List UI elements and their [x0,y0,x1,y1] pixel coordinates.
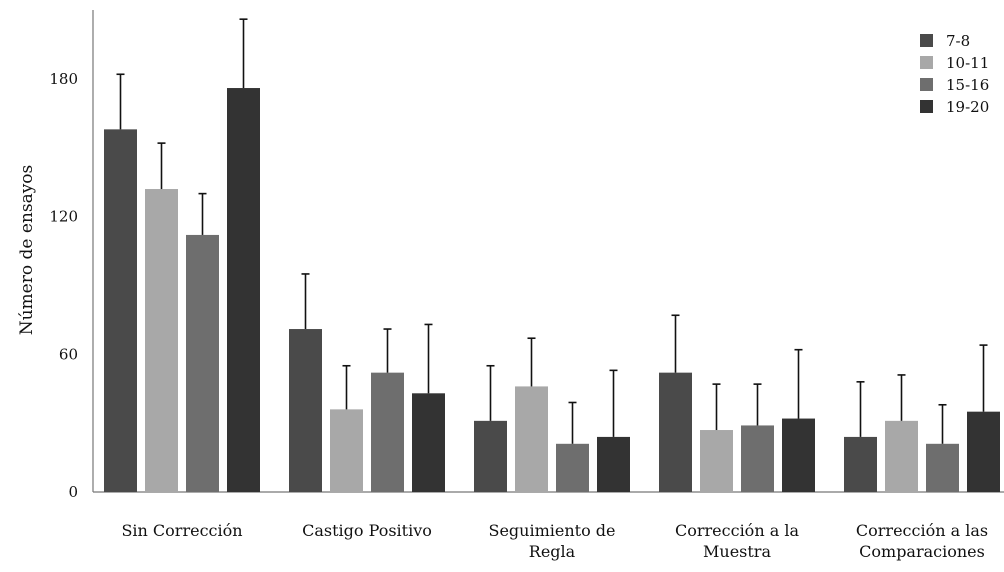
legend-swatch [920,56,933,69]
bar [104,129,137,492]
legend-label: 15-16 [946,76,989,94]
error-bar [609,369,618,437]
bar [289,329,322,492]
bar [515,386,548,492]
error-bar [856,381,865,437]
x-category-label: Regla [529,542,576,561]
legend-swatch [920,78,933,91]
bar [597,436,630,492]
y-axis-title: Número de ensayos [17,165,37,336]
bar [741,425,774,492]
legend: 7-8 10-11 15-16 19-20 [920,32,989,116]
bar [474,420,507,492]
bar [145,189,178,492]
bar [844,436,877,492]
error-bars [116,18,988,444]
y-axis: Número de ensayos [17,10,94,492]
error-bar [938,403,947,444]
bar [371,372,404,492]
error-bar [301,273,310,330]
x-category-label: Corrección a la [675,521,799,540]
error-bar [239,18,248,89]
y-tick-label: 180 [49,70,78,88]
legend-swatch [920,100,933,113]
bar [700,430,733,492]
error-bar [383,328,392,373]
bars [104,88,1000,493]
error-bar [157,142,166,190]
error-bar [342,364,351,410]
bar [659,372,692,492]
error-bar [897,374,906,421]
y-tick-label: 120 [49,208,78,226]
bar [782,418,815,492]
y-tick-labels: 0 60 120 180 [49,70,78,501]
x-category-label: Sin Corrección [121,521,242,540]
legend-label: 19-20 [946,98,989,116]
error-bar [198,192,207,235]
y-tick-label: 60 [59,345,78,363]
error-bar [527,337,536,387]
x-category-label: Comparaciones [859,542,985,561]
bar [186,234,219,492]
x-category-label: Castigo Positivo [302,521,432,540]
x-category-label: Muestra [703,542,771,561]
y-tick-label: 0 [68,483,78,501]
bar [926,443,959,492]
bar [227,88,260,493]
bar [885,420,918,492]
error-bar [671,314,680,373]
x-category-label: Seguimiento de [488,521,615,540]
error-bar [979,344,988,412]
x-category-label: Corrección a las [856,521,988,540]
error-bar [486,364,495,421]
error-bar [753,383,762,426]
x-category-labels: Sin Corrección Castigo Positivo Seguimient… [121,521,988,561]
legend-swatch [920,34,933,47]
error-bar [116,73,125,130]
bar [330,409,363,492]
bar [967,411,1000,492]
error-bar [568,401,577,444]
legend-label: 7-8 [946,32,970,50]
error-bar [794,348,803,419]
bar [412,393,445,492]
bar [556,443,589,492]
legend-label: 10-11 [946,54,989,72]
error-bar [424,323,433,394]
error-bar [712,383,721,431]
